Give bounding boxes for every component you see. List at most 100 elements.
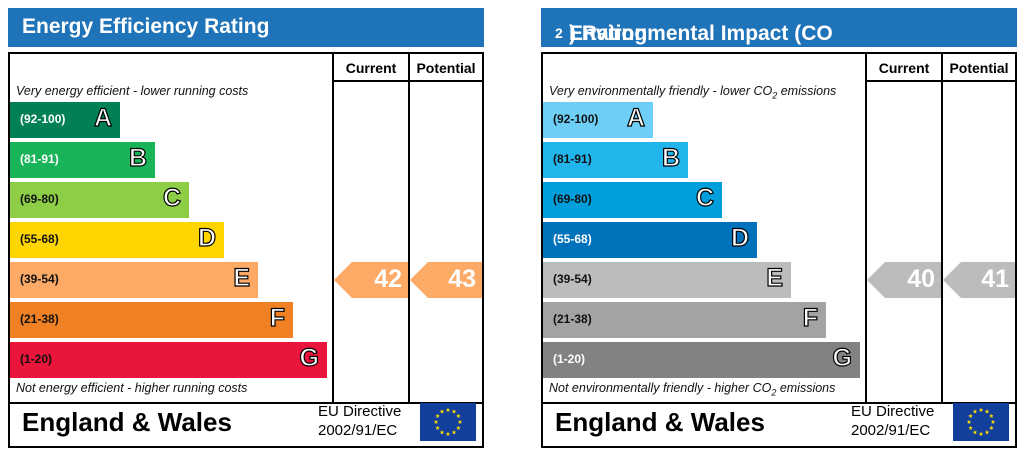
chart-title-main: Environmental Impact (CO: [569, 22, 833, 45]
band-letter: D: [730, 223, 749, 252]
band-range-label: (55-68): [553, 232, 592, 246]
eu-star-icon: [457, 419, 463, 424]
eu-star-icon: [445, 407, 451, 412]
current-rating-arrow: 42: [334, 262, 408, 298]
eu-star-icon: [439, 429, 445, 435]
column-divider: [865, 54, 867, 404]
eu-star-icon: [435, 413, 440, 418]
rating-band-c: (69-80) C: [10, 182, 189, 218]
eu-flag-icon: [953, 403, 1009, 441]
rating-band-g: (1-20) G: [543, 342, 860, 378]
rating-band-e: (39-54) E: [543, 262, 791, 298]
arrow-shape: [334, 262, 408, 298]
rating-band-c: (69-80) C: [543, 182, 722, 218]
band-range-label: (1-20): [553, 352, 586, 366]
arrow-shape: [867, 262, 941, 298]
eu-star-icon: [451, 429, 457, 435]
current-rating-arrow: 40: [867, 262, 941, 298]
band-range-label: (39-54): [553, 272, 592, 286]
eu-star-icon: [978, 407, 984, 412]
arrow-shape: [943, 262, 1015, 298]
eu-flag-icon: [420, 403, 476, 441]
eu-star-icon: [966, 419, 972, 424]
bottom-note-subscript: 2: [771, 387, 777, 398]
band-letter: D: [197, 223, 216, 252]
potential-column-header: Potential: [949, 60, 1009, 76]
eu-star-icon: [435, 425, 440, 430]
top-note: Very energy efficient - lower running co…: [16, 84, 249, 98]
chart-title: Environmental Impact (CO 2) Rating: [555, 15, 833, 45]
eu-star-icon: [439, 409, 445, 414]
eu-star-icon: [984, 409, 990, 414]
eu-star-icon: [968, 425, 973, 430]
bottom-note-main: Not environmentally friendly - higher CO: [549, 381, 772, 395]
energy-efficiency-chart: Energy Efficiency Rating Current Potenti…: [8, 8, 484, 448]
potential-column-header: Potential: [416, 60, 476, 76]
rating-band-f: (21-38) F: [543, 302, 826, 338]
potential-rating-arrow: 43: [410, 262, 482, 298]
band-letter: G: [832, 343, 853, 372]
eu-stars-icon: [966, 407, 996, 436]
eu-star-icon: [445, 431, 451, 436]
band-letter: F: [269, 303, 286, 332]
eu-star-icon: [972, 429, 978, 435]
rating-band-a: (92-100) A: [10, 102, 120, 138]
band-letter: B: [128, 143, 147, 172]
band-letter: C: [695, 183, 714, 212]
top-note: Very environmentally friendly - lower CO…: [549, 84, 836, 101]
top-note-main: Very environmentally friendly - lower CO: [549, 84, 773, 98]
potential-rating-value: 43: [448, 265, 476, 293]
band-letter: F: [802, 303, 819, 332]
arrow-shape: [410, 262, 482, 298]
current-rating-value: 40: [907, 265, 935, 293]
band-letter: E: [766, 263, 784, 292]
band-range-label: (55-68): [20, 232, 59, 246]
current-rating-value: 42: [374, 265, 402, 293]
eu-star-icon: [451, 409, 457, 414]
bottom-note: Not energy efficient - higher running co…: [16, 381, 248, 395]
footer-divider: [10, 402, 482, 404]
potential-rating-value: 41: [981, 265, 1009, 293]
eu-directive-text: EU Directive 2002/91/EC: [318, 402, 401, 440]
rating-band-g: (1-20) G: [10, 342, 327, 378]
band-range-label: (81-91): [553, 152, 592, 166]
rating-band-b: (81-91) B: [543, 142, 688, 178]
eu-star-icon: [990, 419, 996, 424]
footer-divider: [543, 402, 1015, 404]
chart-title: Energy Efficiency Rating: [22, 15, 270, 38]
eu-star-icon: [968, 413, 973, 418]
rating-band-d: (55-68) D: [10, 222, 224, 258]
eu-star-icon: [972, 409, 978, 414]
band-letter: C: [162, 183, 181, 212]
band-range-label: (92-100): [20, 112, 66, 126]
eu-directive-line2: 2002/91/EC: [851, 422, 931, 439]
band-letter: G: [299, 343, 320, 372]
potential-rating-arrow: 41: [943, 262, 1015, 298]
eu-directive-line2: 2002/91/EC: [318, 422, 398, 439]
eu-star-icon: [433, 419, 439, 424]
eu-star-icon: [989, 413, 994, 418]
chart-title-subscript: 2: [555, 25, 563, 42]
band-range-label: (21-38): [20, 312, 59, 326]
band-letter: A: [93, 103, 112, 132]
country-label: England & Wales: [22, 407, 232, 437]
eu-directive-line1: EU Directive: [851, 403, 935, 420]
band-range-label: (69-80): [553, 192, 592, 206]
rating-band-d: (55-68) D: [543, 222, 757, 258]
environmental-impact-chart: Environmental Impact (CO 2) Rating Curren…: [541, 8, 1017, 448]
chart-title-bar: Energy Efficiency Rating: [8, 8, 484, 47]
chart-title-bar: Environmental Impact (CO 2) Rating: [541, 8, 1017, 47]
chart-frame: Current Potential Very energy efficient …: [8, 52, 484, 448]
header-divider: [865, 80, 1015, 82]
bottom-note: Not environmentally friendly - higher CO…: [549, 381, 835, 398]
eu-directive-text: EU Directive 2002/91/EC: [851, 402, 934, 440]
header-divider: [332, 80, 482, 82]
eu-star-icon: [984, 429, 990, 435]
band-range-label: (81-91): [20, 152, 59, 166]
column-divider: [332, 54, 334, 404]
band-range-label: (39-54): [20, 272, 59, 286]
band-letter: E: [233, 263, 251, 292]
eu-star-icon: [978, 431, 984, 436]
current-column-header: Current: [345, 60, 397, 76]
eu-directive-line1: EU Directive: [318, 403, 402, 420]
